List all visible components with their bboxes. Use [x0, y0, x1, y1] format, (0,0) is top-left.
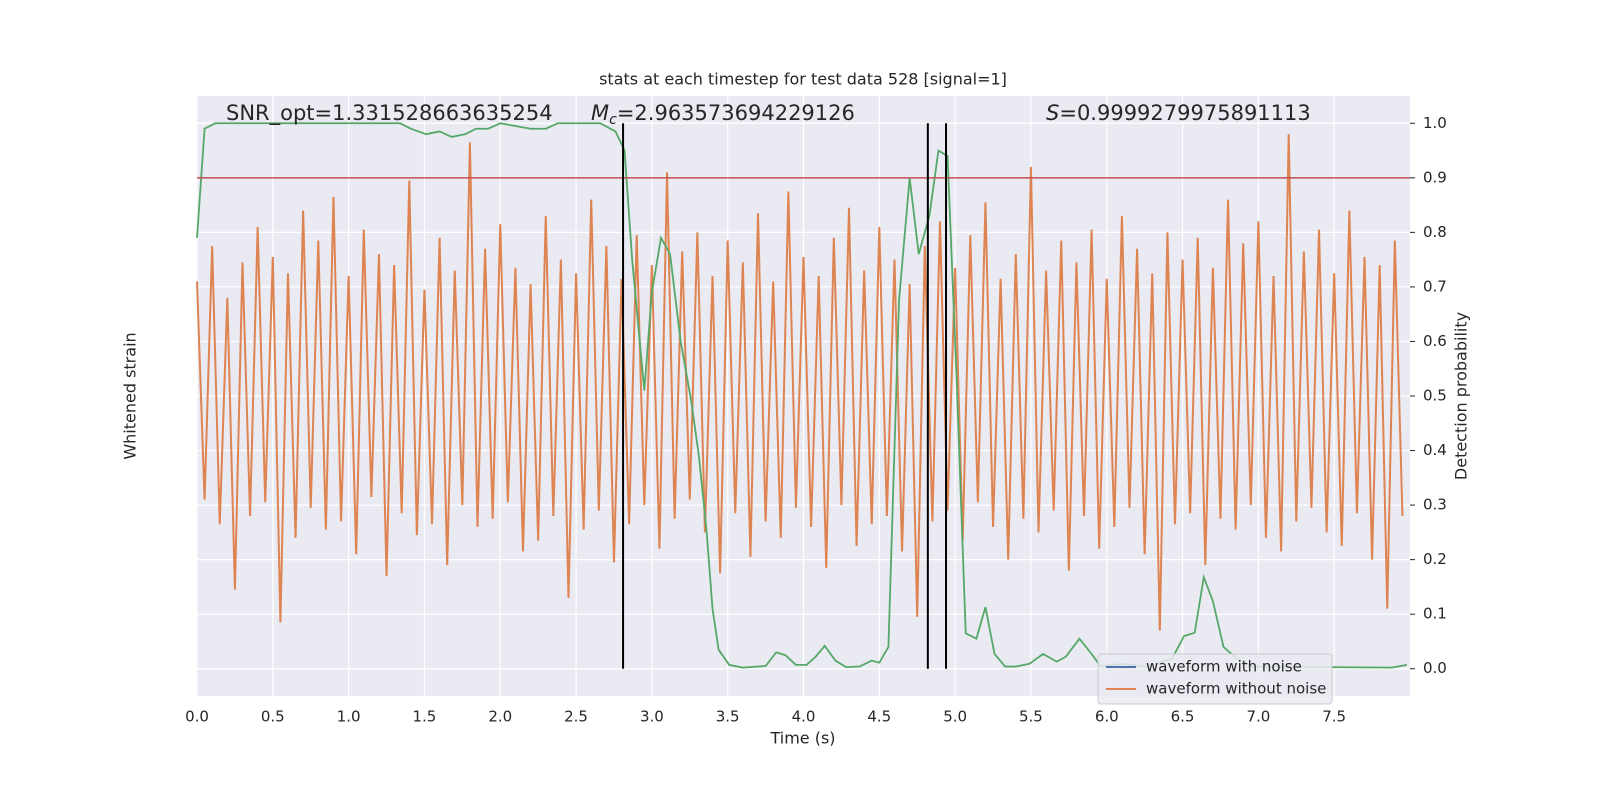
x-axis-label: Time (s) — [769, 729, 835, 748]
x-tick-label: 5.0 — [943, 708, 967, 726]
x-tick-label: 3.0 — [640, 708, 664, 726]
y2-tick-label: 0.0 — [1423, 659, 1447, 677]
x-tick-label: 5.5 — [1019, 708, 1043, 726]
mc-subscript: c — [609, 112, 617, 128]
y2-tick-label: 0.5 — [1423, 387, 1447, 405]
x-tick-label: 0.0 — [185, 708, 209, 726]
y2-tick-label: 0.6 — [1423, 332, 1447, 350]
x-tick-label: 0.5 — [261, 708, 285, 726]
x-tick-label: 1.0 — [337, 708, 361, 726]
x-tick-label: 3.5 — [716, 708, 740, 726]
x-tick-label: 4.5 — [867, 708, 891, 726]
series-line — [196, 134, 1404, 631]
y2-tick-label: 0.1 — [1423, 605, 1447, 623]
y2-tick-label: 0.8 — [1423, 223, 1447, 241]
x-tick-label: 6.0 — [1095, 708, 1119, 726]
mc-value: =2.963573694229126 — [617, 101, 855, 125]
x-tick-label: 1.5 — [413, 708, 437, 726]
legend-box — [1097, 653, 1333, 705]
x-tick-label: 7.5 — [1322, 708, 1346, 726]
legend: waveform with noise waveform without nois… — [1097, 653, 1333, 705]
legend-label: waveform with noise — [1146, 658, 1302, 676]
x-tick-label: 6.5 — [1171, 708, 1195, 726]
y2-tick-label: 0.2 — [1423, 550, 1447, 568]
x-tick-label: 7.0 — [1246, 708, 1270, 726]
y2-tick-label: 1.0 — [1423, 114, 1447, 132]
s-value: =0.9999279975891113 — [1059, 101, 1310, 125]
y-axis-label: Whitened strain — [121, 332, 140, 459]
annotation-s: S=0.9999279975891113 — [1046, 101, 1311, 125]
s-symbol: S — [1046, 101, 1059, 125]
y2-axis-label: Detection probability — [1452, 312, 1471, 480]
y2-tick-label: 0.9 — [1423, 168, 1447, 186]
y2-tick-label: 0.3 — [1423, 496, 1447, 514]
y2-tick-label: 0.7 — [1423, 277, 1447, 295]
x-tick-label: 2.5 — [564, 708, 588, 726]
x-tick-label: 2.0 — [488, 708, 512, 726]
annotation-mc: Mc=2.963573694229126 — [591, 101, 855, 128]
chart-title: stats at each timestep for test data 528… — [599, 70, 1007, 89]
legend-label: waveform without noise — [1146, 680, 1326, 698]
annotation-snr: SNR_opt=1.331528663635254 — [226, 101, 553, 126]
mc-symbol: M — [591, 101, 609, 125]
marks — [196, 122, 1410, 669]
y2-tick-label: 0.4 — [1423, 441, 1447, 459]
series-line — [196, 122, 1408, 669]
x-tick-label: 4.0 — [792, 708, 816, 726]
